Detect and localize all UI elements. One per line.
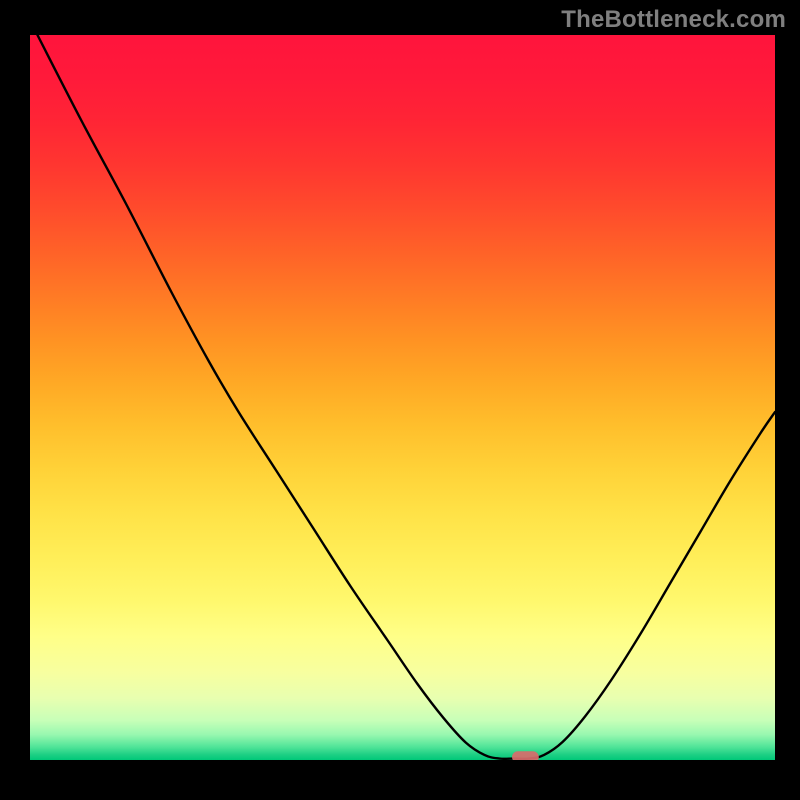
watermark-text: TheBottleneck.com [561, 6, 786, 34]
chart-container: TheBottleneck.com [0, 0, 800, 800]
plot-area [30, 35, 775, 760]
optimum-marker [512, 751, 539, 760]
plot-svg [30, 35, 775, 760]
gradient-background [30, 35, 775, 760]
